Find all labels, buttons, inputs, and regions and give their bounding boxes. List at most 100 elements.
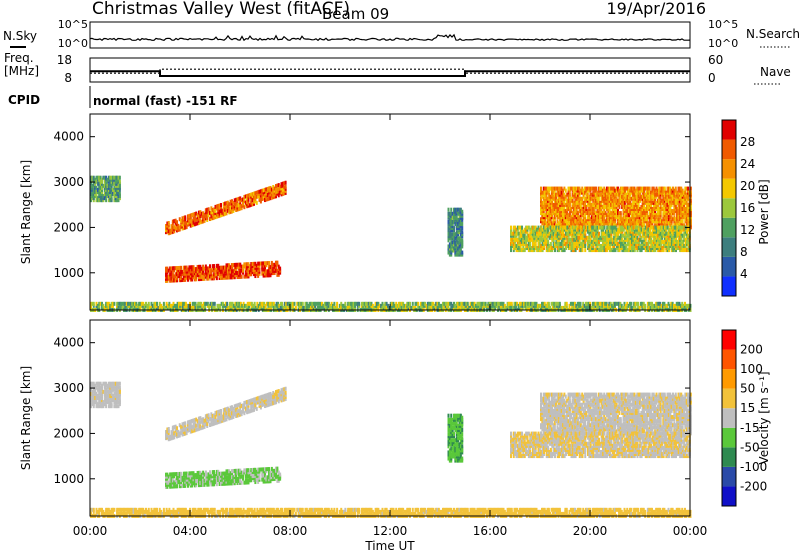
power-cell (604, 200, 607, 205)
power-cell (488, 301, 491, 306)
power-cell (665, 198, 668, 203)
power-cell (581, 248, 584, 253)
power-cell (604, 204, 607, 209)
power-cell (655, 200, 658, 205)
power-cell (666, 233, 669, 238)
power-cell (196, 273, 199, 278)
power-cell (480, 305, 483, 310)
power-cell (658, 246, 661, 251)
power-cell (134, 301, 136, 306)
power-cell (459, 219, 462, 224)
power-cell (689, 211, 692, 216)
power-cell (677, 233, 680, 238)
power-cell (582, 243, 585, 248)
power-cell (107, 177, 110, 182)
power-cell (377, 305, 380, 310)
power-cell (655, 229, 658, 234)
power-cell (673, 243, 676, 248)
power-cell (624, 237, 627, 242)
power-cell (384, 301, 387, 306)
power-cell (188, 215, 191, 220)
power-cell (579, 204, 582, 209)
power-cell (224, 301, 227, 306)
power-cell (458, 226, 461, 231)
power-cell (640, 229, 643, 234)
power-cell (534, 235, 537, 240)
power-cell (187, 273, 189, 278)
power-cell (178, 217, 181, 222)
power-cell (307, 305, 310, 310)
power-cell (540, 243, 543, 248)
power-cell (636, 200, 639, 205)
power-cell (262, 196, 265, 201)
power-cell (610, 202, 613, 207)
power-cell (222, 269, 225, 274)
power-cell (230, 301, 233, 306)
power-cell (629, 231, 632, 236)
power-cell (574, 225, 577, 230)
power-cell (494, 303, 497, 308)
power-cell (608, 200, 611, 205)
power-cell (253, 199, 255, 204)
power-cell (447, 246, 450, 251)
power-cell (473, 305, 476, 310)
power-cell (615, 223, 618, 228)
power-cell (645, 198, 648, 203)
power-cell (558, 231, 561, 236)
power-cell (257, 261, 260, 266)
power-cell (169, 303, 172, 308)
power-cell (510, 225, 512, 230)
power-cell (618, 239, 621, 244)
power-cell (222, 210, 225, 215)
power-cell (617, 227, 620, 232)
power-cell (273, 266, 276, 271)
power-cell (310, 301, 312, 306)
power-cell (534, 243, 537, 248)
power-cell (450, 234, 453, 239)
power-cell (116, 183, 119, 188)
power-cell (642, 231, 644, 236)
power-cell (207, 213, 210, 218)
power-cell (453, 232, 455, 237)
power-cell (683, 202, 685, 207)
power-cell (604, 219, 607, 224)
power-cell (661, 200, 663, 205)
power-cell (542, 223, 545, 228)
power-cell (258, 191, 261, 196)
power-cell (206, 272, 209, 277)
power-cell (450, 213, 453, 218)
power-cell (102, 196, 105, 201)
power-cell (636, 186, 639, 191)
power-cell (575, 186, 578, 191)
power-cell (218, 273, 221, 278)
power-cell (634, 221, 637, 226)
power-cell (171, 229, 174, 234)
power-cell (633, 196, 636, 201)
power-cell (224, 303, 227, 308)
power-cell (685, 213, 688, 218)
power-cell (458, 221, 461, 226)
power-cell (543, 243, 545, 248)
power-cell (589, 246, 592, 251)
power-cell (592, 241, 595, 246)
power-cell (683, 225, 685, 230)
power-cell (248, 264, 251, 269)
power-cell (533, 229, 536, 234)
power-cell (571, 237, 574, 242)
power-cell (197, 301, 200, 306)
power-cell (296, 301, 299, 306)
power-cell (280, 192, 283, 197)
power-cell (637, 204, 640, 209)
power-cell (588, 235, 591, 240)
power-cell (663, 198, 666, 203)
power-cell (558, 243, 561, 248)
power-cell (650, 194, 652, 199)
power-cell (106, 305, 109, 310)
power-cell (586, 202, 589, 207)
power-cell (477, 303, 480, 308)
power-cell (667, 204, 670, 209)
power-cell (199, 277, 202, 282)
power-cell (182, 219, 185, 224)
power-cell (673, 223, 676, 228)
power-cell (620, 235, 622, 240)
